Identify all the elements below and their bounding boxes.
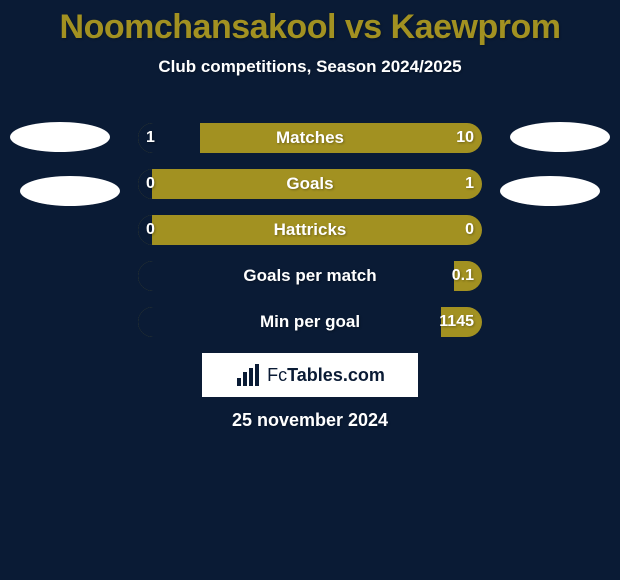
value-right: 10 [456, 123, 474, 153]
value-right: 0 [465, 215, 474, 245]
value-right: 0.1 [452, 261, 474, 291]
bars-icon [235, 362, 261, 388]
stat-row: Hattricks0 0 [0, 215, 620, 245]
value-right: 1145 [439, 307, 474, 337]
ellipse [500, 176, 600, 206]
value-left: 0 [146, 215, 155, 245]
page-title: Noomchansakool vs Kaewprom [0, 0, 620, 47]
card-background: Noomchansakool vs Kaewprom Club competit… [0, 0, 620, 580]
bar-label: Goals [138, 169, 482, 199]
stat-row: Goals per match0.1 [0, 261, 620, 291]
value-right: 1 [465, 169, 474, 199]
subtitle: Club competitions, Season 2024/2025 [0, 57, 620, 77]
stat-rows: Matches110Goals01Hattricks00Goals per ma… [0, 123, 620, 353]
logo-text: FcTables.com [267, 365, 385, 386]
fctables-logo: FcTables.com [202, 353, 418, 397]
bar-label: Min per goal [138, 307, 482, 337]
value-left: 0 [146, 169, 155, 199]
value-left: 1 [146, 123, 155, 153]
ellipse [20, 176, 120, 206]
bar-label: Goals per match [138, 261, 482, 291]
stat-row: Min per goal1145 [0, 307, 620, 337]
bar-label: Matches [138, 123, 482, 153]
ellipse [510, 122, 610, 152]
date-line: 25 november 2024 [0, 410, 620, 431]
ellipse [10, 122, 110, 152]
bar-label: Hattricks [138, 215, 482, 245]
